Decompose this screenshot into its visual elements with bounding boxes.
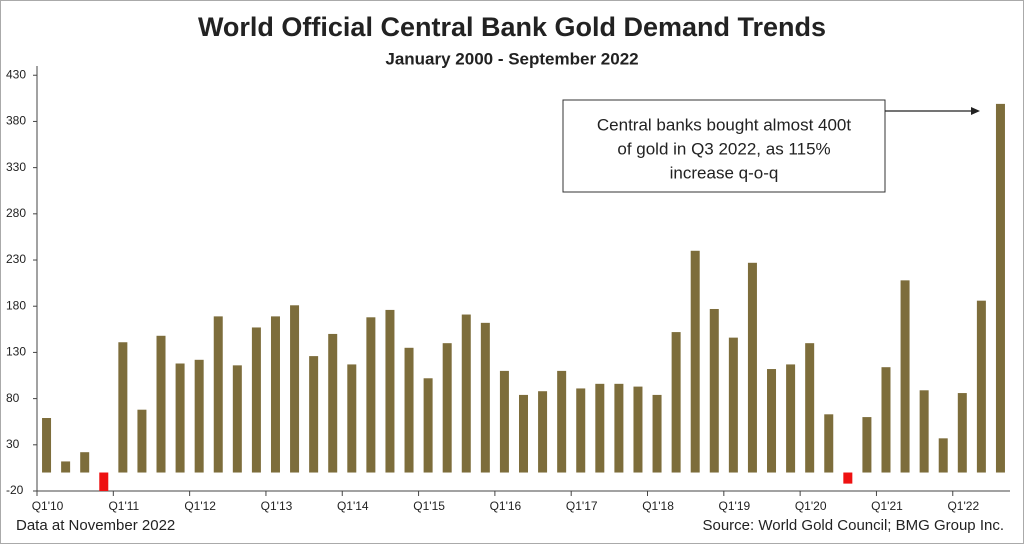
y-tick-label: 130 — [6, 345, 26, 359]
bar — [690, 250, 700, 473]
x-tick-label: Q1'15 — [413, 499, 445, 513]
bar — [99, 472, 109, 491]
bar — [232, 365, 242, 473]
bar — [824, 414, 834, 473]
y-tick-label: 280 — [6, 206, 26, 220]
bar — [423, 378, 433, 473]
y-tick-label: -20 — [6, 483, 24, 497]
bar — [652, 394, 662, 473]
bar — [862, 417, 872, 473]
bar — [747, 262, 757, 473]
bar — [538, 391, 548, 473]
bar — [499, 370, 509, 473]
bar — [328, 333, 338, 473]
bar — [843, 472, 853, 484]
bar — [767, 369, 777, 473]
bar — [194, 359, 204, 473]
bar — [919, 390, 929, 473]
bar — [461, 314, 471, 473]
bar — [805, 343, 815, 473]
x-tick-label: Q1'16 — [490, 499, 522, 513]
x-tick-label: Q1'22 — [947, 499, 979, 513]
x-tick-label: Q1'13 — [261, 499, 293, 513]
bar — [786, 364, 796, 473]
bar — [156, 335, 166, 473]
bar — [404, 347, 414, 473]
chart-title: World Official Central Bank Gold Demand … — [198, 12, 826, 42]
bar — [385, 309, 395, 473]
bar — [614, 383, 624, 473]
bar — [881, 367, 891, 473]
y-tick-label: 330 — [6, 160, 26, 174]
y-tick-label: 430 — [6, 67, 26, 81]
x-tick-label: Q1'12 — [184, 499, 216, 513]
x-tick-label: Q1'11 — [108, 499, 139, 513]
bar — [213, 316, 223, 473]
x-tick-label: Q1'19 — [719, 499, 751, 513]
chart-subtitle: January 2000 - September 2022 — [385, 49, 638, 68]
arrow-head — [971, 107, 980, 115]
y-tick-label: 80 — [6, 391, 20, 405]
bar — [270, 316, 280, 473]
bar — [61, 461, 71, 473]
bar — [900, 280, 910, 473]
y-tick-label: 180 — [6, 298, 26, 312]
bar — [633, 386, 643, 473]
bar — [42, 418, 52, 473]
bar — [519, 394, 528, 473]
bar — [709, 308, 719, 473]
bar — [957, 393, 967, 473]
annotation: increase q-o-q — [670, 163, 779, 182]
bar — [976, 300, 986, 473]
x-tick-label: Q1'18 — [642, 499, 674, 513]
bar — [938, 438, 948, 473]
bar — [671, 332, 681, 473]
bar — [576, 388, 586, 473]
y-tick-label: 380 — [6, 114, 26, 128]
bar — [118, 342, 128, 473]
bar — [442, 343, 452, 473]
bar — [347, 364, 357, 473]
annotation: of gold in Q3 2022, as 115% — [617, 139, 830, 158]
bar — [251, 327, 261, 473]
bar — [480, 322, 490, 473]
x-tick-label: Q1'20 — [795, 499, 827, 513]
annotation-box — [562, 99, 886, 193]
x-tick-label: Q1'17 — [566, 499, 598, 513]
bar — [995, 103, 1005, 473]
y-tick-label: 230 — [6, 252, 26, 266]
bar — [175, 363, 185, 473]
source: Source: World Gold Council; BMG Group In… — [702, 517, 1004, 534]
bar — [290, 305, 300, 473]
bar — [728, 337, 738, 473]
annotation: Central banks bought almost 400t — [597, 115, 851, 134]
bar — [80, 452, 90, 473]
x-tick-label: Q1'10 — [32, 499, 64, 513]
y-tick-label: 30 — [6, 437, 20, 451]
footnote: Data at November 2022 — [16, 517, 175, 534]
bar — [137, 409, 147, 473]
bar — [309, 356, 319, 473]
x-tick-label: Q1'14 — [337, 499, 369, 513]
bar — [366, 317, 376, 473]
bar — [595, 383, 605, 473]
bar — [557, 370, 567, 473]
x-tick-label: Q1'21 — [871, 499, 903, 513]
